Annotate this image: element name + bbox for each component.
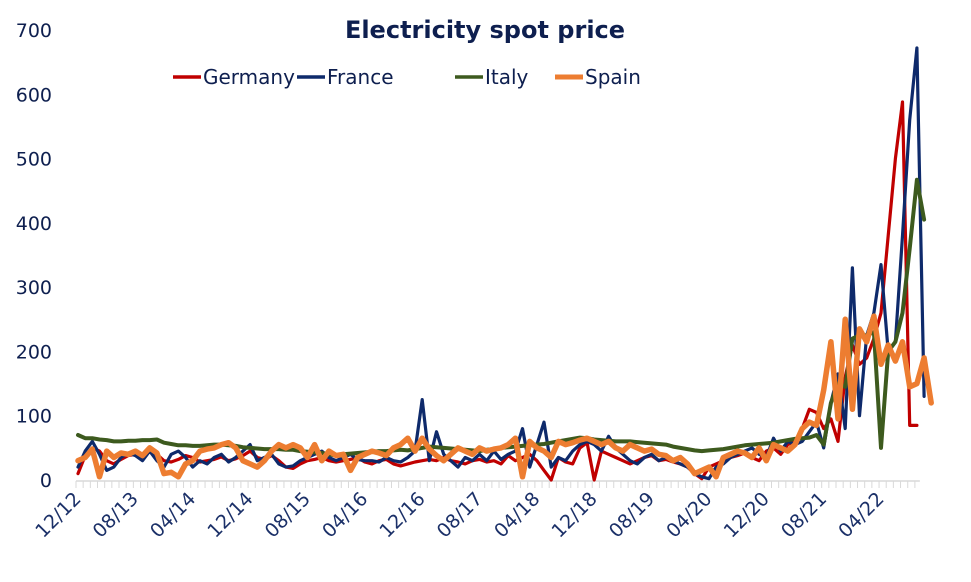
y-tick-label: 400 [16, 213, 52, 235]
legend-label: Spain [585, 65, 641, 89]
x-tick-label: 12/14 [203, 488, 257, 542]
y-tick-label: 700 [16, 20, 52, 42]
legend-item-france: France [297, 65, 394, 89]
legend-label: Germany [203, 65, 295, 89]
x-axis: 12/12 08/13 04/14 12/14 08/15 04/16 12/16 08/17… [31, 480, 920, 542]
legend-item-italy: Italy [455, 65, 529, 89]
y-tick-label: 0 [40, 470, 52, 492]
legend-label: France [327, 65, 394, 89]
x-tick-label: 08/15 [261, 488, 315, 542]
y-tick-label: 300 [16, 277, 52, 299]
x-tick-label: 04/20 [662, 488, 716, 542]
x-tick-label: 04/22 [834, 488, 888, 542]
x-tick-label: 04/16 [318, 488, 372, 542]
y-tick-label: 200 [16, 341, 52, 363]
x-tick-label: 12/16 [375, 488, 429, 542]
x-tick-label: 08/19 [605, 488, 659, 542]
x-tick-label: 12/20 [720, 488, 774, 542]
chart-title: Electricity spot price [345, 16, 625, 44]
x-tick-label: 12/12 [31, 488, 85, 542]
series-line-france [76, 46, 926, 481]
series-line-italy [76, 177, 927, 458]
x-tick-label: 04/18 [490, 488, 544, 542]
x-tick-label: 08/13 [89, 488, 143, 542]
legend: Germany France Italy Spain [173, 65, 641, 89]
series-line-spain [75, 313, 934, 480]
series-layer [75, 46, 934, 482]
y-tick-label: 600 [16, 84, 52, 106]
series-line-germany [76, 100, 919, 482]
legend-item-germany: Germany [173, 65, 295, 89]
legend-item-spain: Spain [555, 65, 641, 89]
y-tick-label: 100 [16, 406, 52, 428]
x-tick-label: 04/14 [146, 488, 200, 542]
x-tick-label: 08/21 [777, 488, 831, 542]
x-tick-label: 12/18 [547, 488, 601, 542]
x-tick-label: 08/17 [433, 488, 487, 542]
y-tick-label: 500 [16, 149, 52, 171]
legend-label: Italy [485, 65, 529, 89]
y-axis: 0 100 200 300 400 500 600 700 [16, 20, 52, 492]
